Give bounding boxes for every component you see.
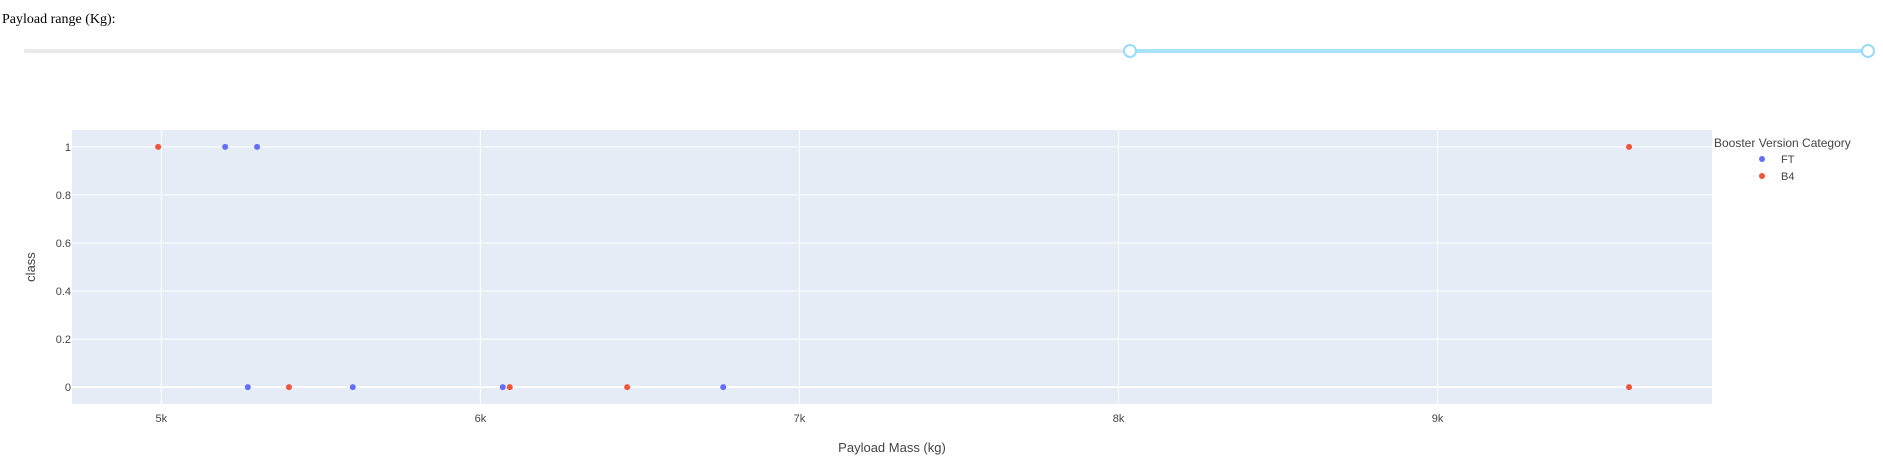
scatter-chart: 5k 6k 7k 8k 9k 0 0.2 0.4 0.6 0.8 1 Payload Mass (… [23,130,1851,455]
y-axis-label: class [23,252,38,282]
data-point-b4 [506,384,513,391]
data-point-b4 [285,384,292,391]
data-point-ft [499,384,506,391]
data-point-ft [244,384,251,391]
y-tick-label: 0.4 [56,286,71,298]
data-point-ft [720,384,727,391]
data-point-b4 [1626,143,1633,150]
payload-range-slider[interactable] [24,44,1875,58]
slider-handle-high[interactable] [1861,44,1875,58]
x-tick-label: 8k [1113,413,1125,425]
x-tick-label: 9k [1432,413,1444,425]
legend-marker [1759,156,1765,162]
y-tick-label: 0.8 [56,190,71,202]
y-axis-ticks: 0 0.2 0.4 0.6 0.8 1 [56,142,71,394]
data-point-ft [222,143,229,150]
data-point-ft [254,143,261,150]
gridlines [72,130,1712,404]
y-tick-label: 1 [65,142,71,154]
legend-label: B4 [1781,171,1794,183]
slider-rail[interactable] [24,49,1868,53]
legend: Booster Version Category FT B4 [1714,136,1851,183]
legend-title: Booster Version Category [1714,136,1851,150]
x-tick-label: 5k [156,413,168,425]
legend-label: FT [1781,154,1795,166]
x-axis-ticks: 5k 6k 7k 8k 9k [156,413,1444,425]
legend-marker [1759,173,1765,179]
y-tick-label: 0.2 [56,334,71,346]
legend-item-b4[interactable]: B4 [1759,171,1794,183]
data-point-b4 [155,143,162,150]
x-axis-label: Payload Mass (kg) [838,440,946,455]
slider-selected-track[interactable] [1130,49,1868,53]
slider-handle-low[interactable] [1123,44,1138,58]
legend-item-ft[interactable]: FT [1759,154,1795,166]
data-point-b4 [624,384,631,391]
data-points [155,143,1633,391]
plot-area [72,130,1712,404]
x-tick-label: 7k [794,413,806,425]
y-tick-label: 0.6 [56,238,71,250]
data-point-ft [349,384,356,391]
y-tick-label: 0 [65,382,71,394]
data-point-b4 [1626,384,1633,391]
x-tick-label: 6k [475,413,487,425]
payload-range-label: Payload range (Kg): [2,12,116,27]
